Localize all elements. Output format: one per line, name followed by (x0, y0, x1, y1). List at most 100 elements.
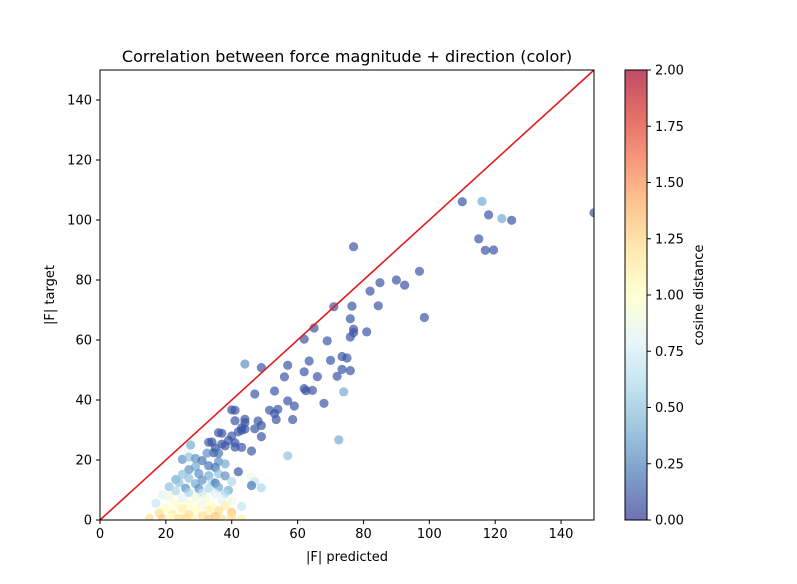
scatter-point (256, 483, 266, 493)
y-tick-label: 80 (75, 274, 92, 289)
scatter-point (185, 440, 196, 450)
scatter-point (210, 489, 220, 499)
y-axis-ticks: 0 20 40 60 80 100 120 140 (67, 94, 100, 529)
scatter-point (312, 372, 322, 382)
scatter-point (230, 416, 240, 426)
x-tick-label: 140 (549, 527, 574, 542)
colorbar-tick-label: 0.25 (655, 457, 684, 472)
scatter-point (213, 448, 224, 458)
scatter-point (309, 323, 319, 333)
colorbar-tick-label: 0.00 (655, 514, 684, 529)
colorbar-tick-label: 0.50 (655, 401, 684, 416)
scatter-point (484, 210, 494, 220)
scatter-point (256, 432, 266, 442)
y-tick-label: 120 (67, 154, 92, 169)
plot-frame (99, 69, 595, 521)
scatter-point (334, 435, 344, 445)
y-axis-label: |F| target (43, 265, 58, 325)
scatter-point (237, 442, 247, 452)
scatter-point (345, 366, 355, 376)
scatter-point (365, 286, 375, 296)
x-tick-label: 80 (355, 527, 372, 542)
scatter-point (283, 396, 293, 406)
scatter-point (164, 492, 174, 502)
scatter-point (419, 312, 429, 323)
scatter-point (220, 459, 230, 469)
scatter-point (362, 327, 372, 337)
scatter-point (240, 359, 250, 369)
scatter-point (480, 245, 490, 255)
y-tick-label: 60 (75, 334, 92, 349)
scatter-point (220, 501, 230, 511)
scatter-point (589, 208, 594, 218)
scatter-point (204, 437, 214, 447)
scatter-point (373, 301, 383, 311)
scatter-point (144, 513, 154, 520)
y-tick-label: 100 (67, 214, 92, 229)
scatter-point (164, 512, 174, 520)
chart-title: Correlation between force magnitude + di… (122, 47, 572, 66)
scatter-point (237, 501, 247, 512)
scatter-point (204, 483, 214, 493)
scatter-point (507, 215, 517, 225)
x-axis-ticks: 0 20 40 60 80 100 120 140 (96, 520, 574, 542)
scatter-points (144, 196, 594, 520)
scatter-point (322, 336, 332, 346)
scatter-point (161, 503, 171, 513)
scatter-point (230, 405, 240, 415)
scatter-point (184, 473, 194, 483)
scatter-point (190, 505, 201, 515)
colorbar-tick-label: 2.00 (655, 64, 684, 79)
colorbar-tick-label: 0.75 (655, 345, 684, 360)
scatter-point (174, 477, 184, 488)
scatter-point (304, 356, 314, 366)
colorbar-tick-label: 1.75 (655, 120, 684, 135)
scatter-point (220, 441, 230, 451)
scatter-point (177, 504, 187, 514)
scatter-point (319, 398, 329, 408)
scatter-point (190, 492, 201, 503)
colorbar-tick-label: 1.00 (655, 289, 684, 304)
scatter-point (497, 213, 507, 224)
scatter-point (227, 496, 237, 506)
scatter-point (347, 301, 357, 311)
scatter-point (184, 465, 194, 475)
scatter-point (307, 385, 318, 395)
scatter-point (283, 360, 293, 370)
colorbar-ticks: 0.00 0.25 0.50 0.75 1.00 1.25 1.50 1.75 2.00 (647, 64, 684, 529)
scatter-point (184, 488, 194, 498)
scatter-point (246, 446, 257, 456)
scatter-point (204, 514, 214, 520)
scatter-point (271, 414, 281, 425)
x-tick-label: 120 (483, 527, 508, 542)
scatter-point (345, 314, 355, 324)
scatter-point (391, 275, 401, 285)
scatter-point (237, 514, 247, 520)
scatter-point (220, 471, 230, 481)
scatter-point (269, 386, 280, 396)
scatter-point (477, 196, 487, 206)
scatter-point (177, 493, 187, 503)
scatter-point (164, 482, 174, 492)
scatter-point (400, 280, 410, 290)
y-tick-label: 20 (75, 454, 92, 469)
scatter-point (474, 234, 484, 244)
scatter-point (342, 353, 352, 363)
scatter-point (339, 387, 349, 397)
scatter-point (233, 467, 243, 477)
colorbar-tick-label: 1.50 (655, 176, 684, 191)
scatter-point (289, 401, 299, 411)
scatter-point (301, 386, 311, 396)
scatter-point (171, 498, 181, 509)
scatter-point (337, 364, 347, 374)
scatter-point (197, 456, 207, 466)
scatter-point (204, 505, 214, 515)
scatter-point (181, 513, 191, 520)
scatter-point (288, 414, 298, 425)
x-tick-label: 100 (417, 527, 442, 542)
scatter-point (184, 499, 194, 509)
scatter-point (246, 480, 257, 491)
scatter-point (217, 428, 227, 438)
scatter-point (299, 367, 309, 377)
scatter-point (283, 451, 293, 461)
